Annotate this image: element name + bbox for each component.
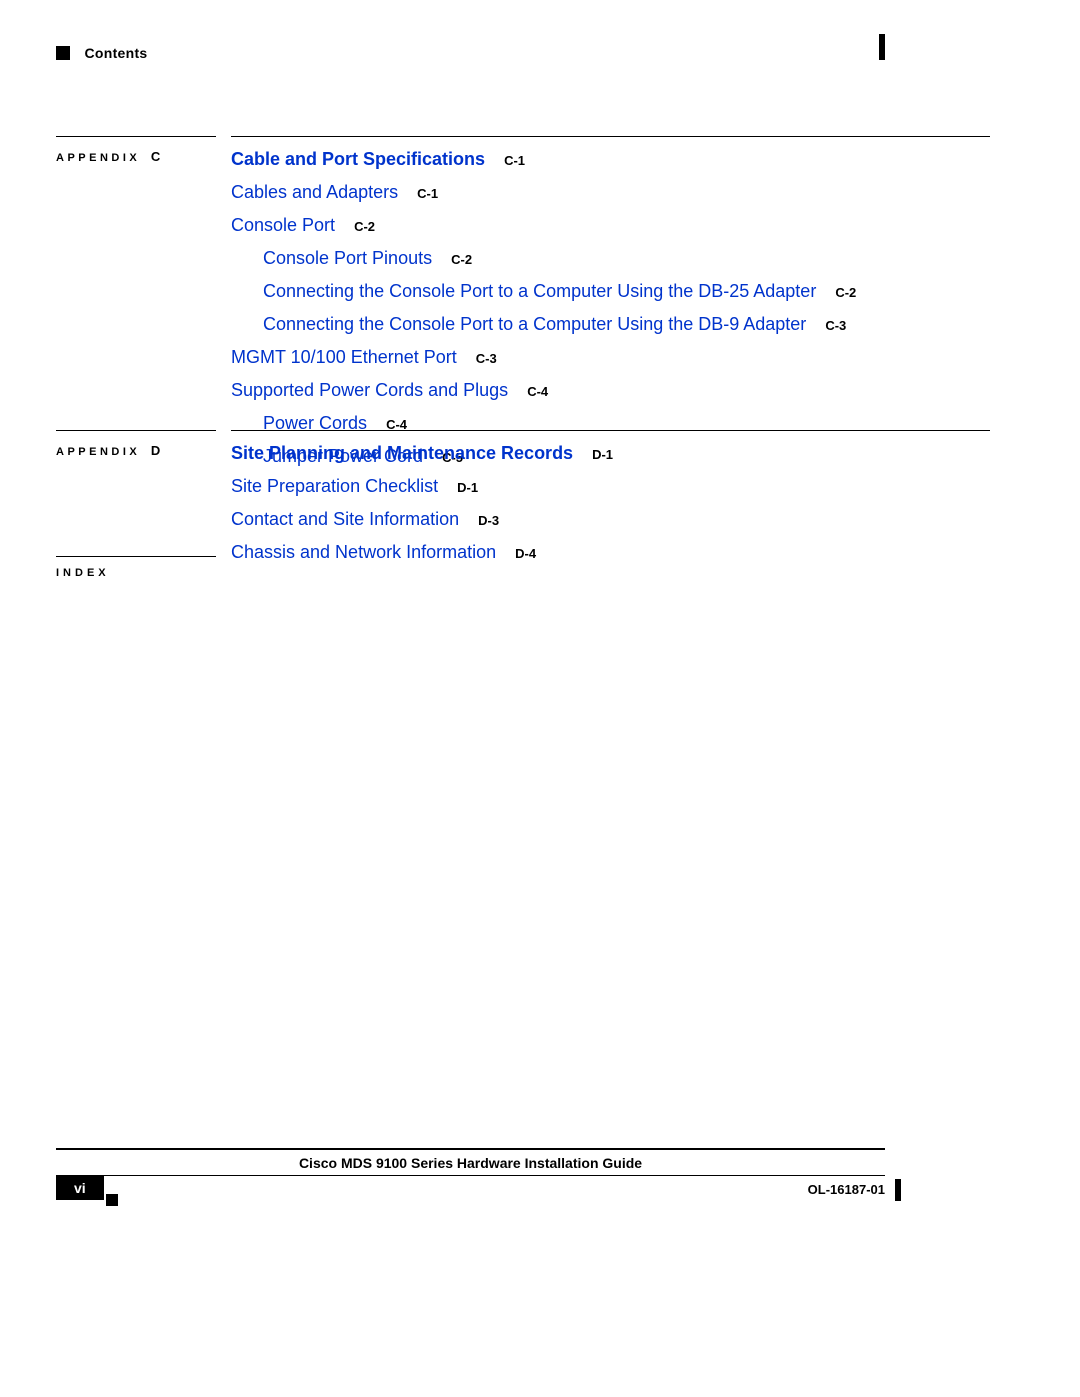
- page-ref: D-3: [478, 513, 499, 528]
- page-ref: C-2: [835, 285, 856, 300]
- page-ref: D-4: [515, 546, 536, 561]
- appendix-c-prefix: APPENDIX: [56, 152, 140, 164]
- page-ref: C-1: [504, 153, 525, 168]
- toc-entry: MGMT 10/100 Ethernet Port C-3: [231, 344, 990, 371]
- index-label: INDEX: [56, 567, 110, 579]
- running-header: Contents: [56, 44, 880, 62]
- toc-link[interactable]: Site Preparation Checklist: [231, 476, 438, 496]
- page-ref: D-1: [592, 447, 613, 462]
- toc-entry: Connecting the Console Port to a Compute…: [231, 278, 990, 305]
- page-ref: C-2: [354, 219, 375, 234]
- appendix-d-sidebar: APPENDIX D: [56, 430, 216, 458]
- appendix-d-title-link[interactable]: Site Planning and Maintenance Records: [231, 443, 573, 463]
- appendix-d-prefix: APPENDIX: [56, 446, 140, 458]
- toc-link[interactable]: Supported Power Cords and Plugs: [231, 380, 508, 400]
- toc-entry: Console Port C-2: [231, 212, 990, 239]
- page-ref: C-1: [417, 186, 438, 201]
- appendix-d-content: Site Planning and Maintenance Records D-…: [231, 430, 990, 572]
- toc-entry: Console Port Pinouts C-2: [231, 245, 990, 272]
- page-ref: C-2: [451, 252, 472, 267]
- appendix-d-letter: D: [151, 443, 160, 458]
- toc-entry: Chassis and Network Information D-4: [231, 539, 990, 566]
- footer-row: vi OL-16187-01: [56, 1176, 885, 1204]
- toc-link[interactable]: Chassis and Network Information: [231, 542, 496, 562]
- appendix-c-content: Cable and Port Specifications C-1 Cables…: [231, 136, 990, 476]
- appendix-c-sidebar: APPENDIX C: [56, 136, 216, 164]
- toc-link[interactable]: Console Port: [231, 215, 335, 235]
- toc-link[interactable]: Cables and Adapters: [231, 182, 398, 202]
- header-label: Contents: [84, 45, 147, 61]
- toc-entry: Supported Power Cords and Plugs C-4: [231, 377, 990, 404]
- crop-mark-icon: [895, 1179, 901, 1201]
- toc-link[interactable]: Connecting the Console Port to a Compute…: [263, 281, 816, 301]
- page-ref: D-1: [457, 480, 478, 495]
- page-marker-icon: [106, 1194, 118, 1206]
- book-title: Cisco MDS 9100 Series Hardware Installat…: [56, 1150, 885, 1175]
- toc-link[interactable]: Connecting the Console Port to a Compute…: [263, 314, 806, 334]
- toc-entry: Cables and Adapters C-1: [231, 179, 990, 206]
- page-number-badge: vi: [56, 1176, 104, 1200]
- toc-entry: Connecting the Console Port to a Compute…: [231, 311, 990, 338]
- appendix-c-title-link[interactable]: Cable and Port Specifications: [231, 149, 485, 169]
- toc-entry: Contact and Site Information D-3: [231, 506, 990, 533]
- toc-link[interactable]: Console Port Pinouts: [263, 248, 432, 268]
- page-ref: C-4: [527, 384, 548, 399]
- appendix-c-letter: C: [151, 149, 160, 164]
- crop-mark-icon: [879, 34, 885, 60]
- page-ref: C-3: [825, 318, 846, 333]
- toc-entry: Site Preparation Checklist D-1: [231, 473, 990, 500]
- page-ref: C-3: [476, 351, 497, 366]
- header-marker-icon: [56, 46, 70, 60]
- index-sidebar: INDEX: [56, 556, 216, 579]
- page-footer: Cisco MDS 9100 Series Hardware Installat…: [56, 1148, 885, 1204]
- toc-heading: Site Planning and Maintenance Records D-…: [231, 440, 990, 467]
- document-page: Contents APPENDIX C Cable and Port Speci…: [0, 0, 1080, 1397]
- toc-link[interactable]: Contact and Site Information: [231, 509, 459, 529]
- toc-link[interactable]: MGMT 10/100 Ethernet Port: [231, 347, 457, 367]
- toc-heading: Cable and Port Specifications C-1: [231, 146, 990, 173]
- document-id: OL-16187-01: [808, 1182, 885, 1197]
